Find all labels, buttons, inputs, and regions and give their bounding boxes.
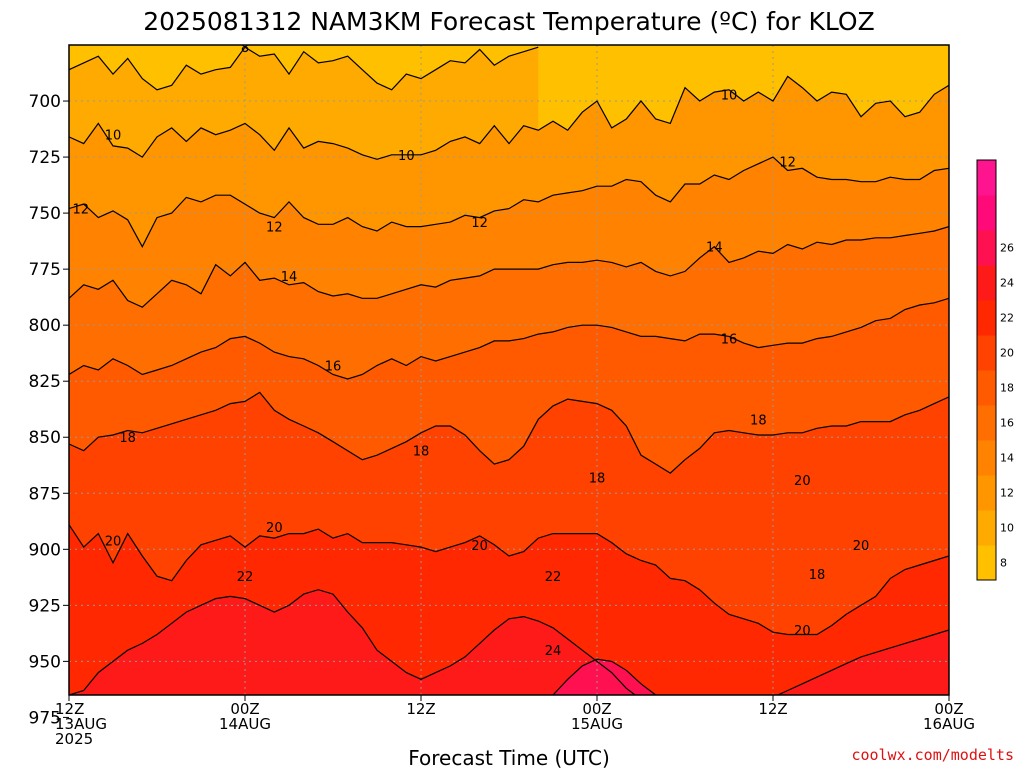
contour-label: 24	[545, 644, 562, 659]
colorbar-label: 10	[1000, 522, 1014, 535]
grid-lines	[69, 45, 949, 695]
contour-label: 20	[853, 539, 870, 554]
contour-label: 12	[266, 221, 283, 236]
contour-24	[552, 658, 658, 695]
colorbar-swatch	[977, 160, 996, 196]
colorbar-label: 8	[1000, 557, 1007, 570]
contour-label: 10	[721, 88, 738, 103]
y-tick-label: 825	[29, 372, 61, 392]
y-tick-label: 700	[29, 92, 61, 112]
colorbar-swatch	[977, 300, 996, 336]
contour-14	[69, 226, 949, 308]
contour-label: 18	[413, 445, 430, 460]
y-axis: 700 725 750 775 800 825 850 875 900 925 950 975	[29, 92, 69, 728]
contour-labels: 8 10 10 10 12 12 12 12 14 14 16 16 18 18 18 18 18 20 20 20 2…	[72, 41, 870, 659]
contour-label: 12	[779, 156, 796, 171]
contour-8	[69, 46, 539, 91]
contour-label: 16	[721, 333, 738, 348]
y-tick-label: 950	[29, 652, 61, 672]
y-tick-label: 725	[29, 148, 61, 168]
contour-16	[69, 297, 949, 380]
contour-12	[69, 156, 949, 248]
x-tick-label: 15AUG	[571, 715, 623, 733]
colorbar-swatch	[977, 405, 996, 441]
colorbar-swatch	[977, 335, 996, 371]
contour-22	[69, 589, 949, 695]
colorbar-swatch	[977, 545, 996, 581]
contour-label: 22	[545, 570, 562, 585]
y-tick-label: 850	[29, 428, 61, 448]
colorbar-label: 20	[1000, 347, 1014, 360]
x-tick-label: 12Z	[55, 700, 84, 718]
x-tick-label: 13AUG	[55, 715, 107, 733]
colorbar-swatch	[977, 510, 996, 546]
y-tick-label: 875	[29, 484, 61, 504]
x-tick-label: 12Z	[758, 700, 787, 718]
y-tick-label: 750	[29, 204, 61, 224]
contour-label: 22	[237, 570, 254, 585]
y-tick-label: 800	[29, 316, 61, 336]
x-tick-label: 00Z	[582, 700, 611, 718]
contour-label: 14	[706, 241, 723, 256]
y-tick-label: 975	[29, 708, 61, 728]
colorbar-swatch	[977, 440, 996, 476]
colorbar-label: 16	[1000, 417, 1014, 430]
x-tick-label: 14AUG	[219, 715, 271, 733]
colorbar-swatch	[977, 370, 996, 406]
colorbar: 8 10 12 14 16 18 20 22 24 26	[976, 159, 1014, 581]
contour-label: 14	[281, 270, 298, 285]
contour-label: 18	[750, 413, 767, 428]
contour-label: 18	[589, 472, 606, 487]
band-24	[553, 659, 656, 695]
y-tick-label: 775	[29, 260, 61, 280]
plot-frame	[68, 44, 950, 696]
contour-20	[69, 524, 949, 636]
contour-label: 20	[471, 539, 488, 554]
contour-18	[69, 391, 949, 474]
colorbar-label: 18	[1000, 382, 1014, 395]
colorbar-label: 26	[1000, 242, 1014, 255]
contour-lines	[69, 46, 949, 695]
contour-label: 12	[72, 203, 89, 218]
x-tick-label: 16AUG	[923, 715, 975, 733]
x-tick-label: 12Z	[406, 700, 435, 718]
y-tick-label: 900	[29, 540, 61, 560]
colorbar-swatch	[977, 475, 996, 511]
colorbar-swatch	[977, 265, 996, 301]
x-tick-label: 00Z	[230, 700, 259, 718]
colorbar-swatch	[977, 195, 996, 231]
credit-text: coolwx.com/modelts	[851, 746, 1014, 764]
chart-title: 2025081312 NAM3KM Forecast Temperature (…	[143, 7, 874, 36]
colorbar-frame	[976, 159, 997, 581]
plot-area: 8 10 10 10 12 12 12 12 14 14 16 16 18 18 18 18 18 20 20 20 2…	[69, 41, 949, 695]
contour-label: 18	[809, 568, 826, 583]
contour-label: 16	[325, 360, 342, 375]
colorbar-label: 24	[1000, 277, 1014, 290]
colorbar-label: 12	[1000, 487, 1014, 500]
x-axis-label: Forecast Time (UTC)	[408, 746, 610, 768]
contour-label: 8	[241, 41, 249, 56]
band-22	[69, 589, 949, 695]
colorbar-label: 22	[1000, 312, 1014, 325]
contour-label: 12	[471, 216, 488, 231]
x-tick-label: 2025	[55, 730, 93, 748]
contour-10	[69, 75, 949, 160]
contour-label: 10	[105, 129, 122, 144]
colorbar-label: 14	[1000, 452, 1014, 465]
temperature-bands	[69, 45, 949, 695]
contour-label: 20	[794, 624, 811, 639]
contour-label: 20	[266, 521, 283, 536]
colorbar-swatch	[977, 230, 996, 266]
contour-label: 20	[794, 474, 811, 489]
y-tick-label: 925	[29, 596, 61, 616]
contour-label: 10	[398, 149, 415, 164]
contour-label: 18	[119, 431, 136, 446]
contour-label: 20	[105, 534, 122, 549]
x-tick-label: 00Z	[934, 700, 963, 718]
